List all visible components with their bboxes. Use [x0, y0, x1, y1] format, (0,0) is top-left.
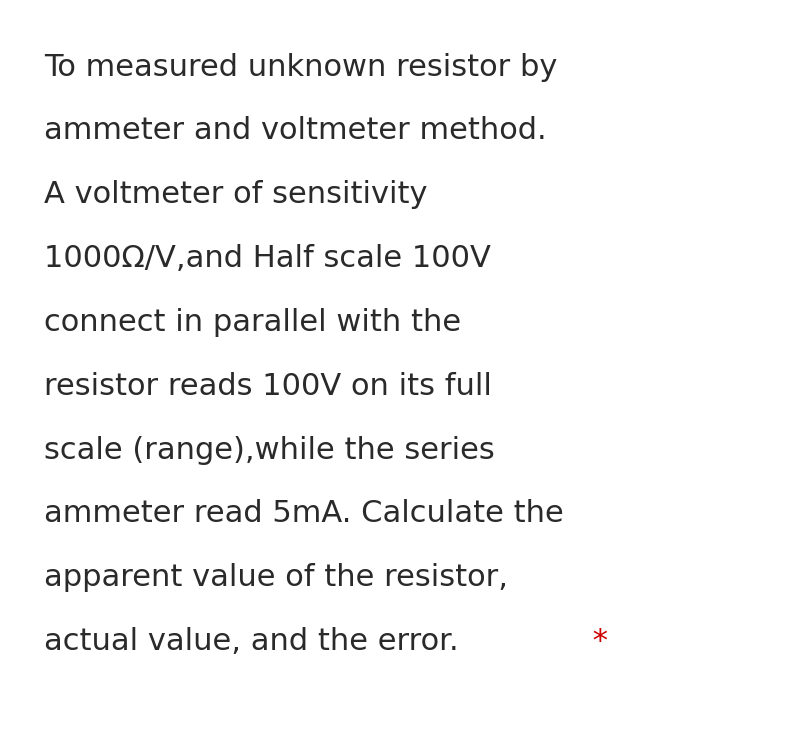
Text: actual value, and the error.: actual value, and the error. [44, 627, 458, 656]
Text: ammeter and voltmeter method.: ammeter and voltmeter method. [44, 116, 546, 146]
Text: 1000Ω/V,and Half scale 100V: 1000Ω/V,and Half scale 100V [44, 244, 491, 273]
Text: apparent value of the resistor,: apparent value of the resistor, [44, 563, 508, 593]
Text: scale (range),while the series: scale (range),while the series [44, 436, 494, 465]
Text: resistor reads 100V on its full: resistor reads 100V on its full [44, 372, 492, 401]
Text: ammeter read 5mA. Calculate the: ammeter read 5mA. Calculate the [44, 499, 564, 529]
Text: A voltmeter of sensitivity: A voltmeter of sensitivity [44, 180, 427, 210]
Text: connect in parallel with the: connect in parallel with the [44, 308, 461, 337]
Text: To measured unknown resistor by: To measured unknown resistor by [44, 53, 558, 82]
Text: *: * [583, 627, 608, 656]
